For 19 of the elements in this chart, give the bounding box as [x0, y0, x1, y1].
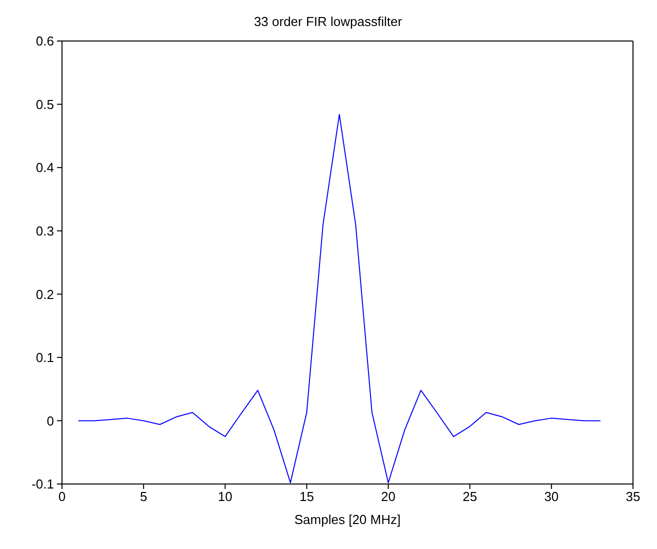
x-tick-label: 20	[381, 489, 396, 504]
y-tick-label: 0.2	[36, 286, 54, 302]
y-tick-label: 0.4	[36, 160, 54, 176]
x-tick-label: 5	[140, 489, 148, 504]
x-tick-label: 15	[299, 489, 314, 504]
x-tick-label: 35	[626, 489, 640, 504]
chart-title: 33 order FIR lowpassfilter	[252, 14, 404, 29]
y-tick-label: 0.1	[36, 350, 54, 366]
y-tick-label: 0.3	[36, 223, 54, 238]
y-tick-label: 0	[46, 413, 54, 428]
y-tick-label: -0.1	[32, 476, 54, 492]
x-axis-title: Samples [20 MHz]	[294, 512, 401, 527]
x-tick-label: 10	[218, 489, 232, 504]
x-tick-label: 25	[462, 489, 478, 504]
x-tick-label: 30	[544, 489, 559, 504]
x-tick-label: 0	[58, 489, 66, 504]
y-tick-label: 0.6	[36, 34, 54, 49]
line-series	[78, 114, 601, 484]
y-tick-label: 0.5	[36, 96, 54, 112]
